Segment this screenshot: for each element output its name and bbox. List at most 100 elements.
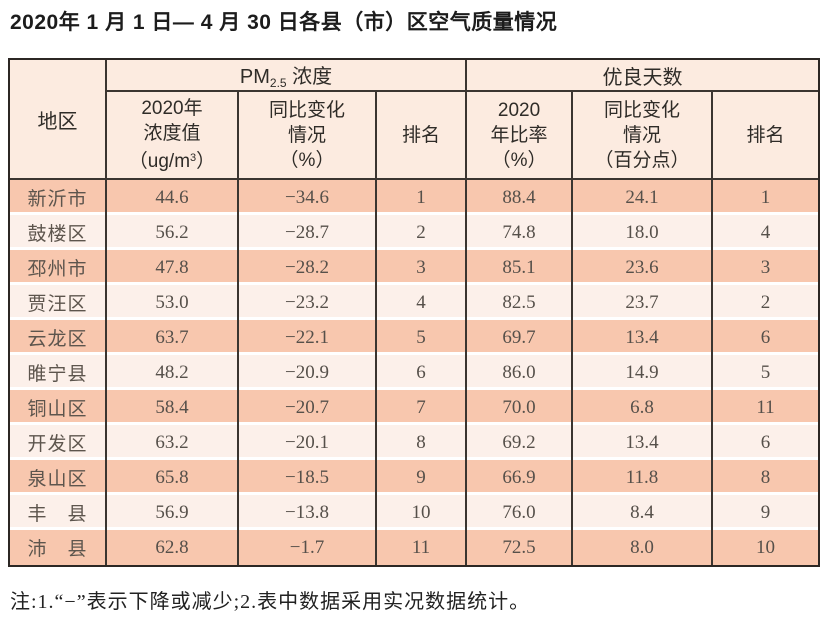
days-rank-cell: 11 — [713, 390, 819, 425]
table-row: 新沂市 44.6 −34.6 1 88.4 24.1 1 — [10, 180, 819, 215]
pm-rank-cell: 3 — [377, 250, 468, 285]
table-row: 睢宁县 48.2 −20.9 6 86.0 14.9 5 — [10, 355, 819, 390]
pm-change-cell: −34.6 — [239, 180, 377, 215]
header-pm-value-line1: 2020年 — [141, 98, 203, 119]
days-change-cell: 13.4 — [573, 425, 714, 460]
pm-change-cell: −1.7 — [239, 530, 377, 565]
pm-value-cell: 65.8 — [107, 460, 239, 495]
region-cell: 睢宁县 — [10, 355, 107, 390]
table-row: 鼓楼区 56.2 −28.7 2 74.8 18.0 4 — [10, 215, 819, 250]
header-region: 地区 — [10, 60, 107, 180]
pm-rank-cell: 8 — [377, 425, 468, 460]
pm-rank-cell: 6 — [377, 355, 468, 390]
header-pm-change: 同比变化 情况 （%） — [239, 92, 377, 180]
header-days-rank: 排名 — [713, 92, 819, 180]
region-cell: 沛 县 — [10, 530, 107, 565]
header-pm-rank: 排名 — [377, 92, 468, 180]
header-days-rate-line2: 年比率 — [490, 124, 548, 146]
region-cell: 开发区 — [10, 425, 107, 460]
pm-value-cell: 56.9 — [107, 495, 239, 530]
pm-value-cell: 48.2 — [107, 355, 239, 390]
table-header: 地区 PM2.5 浓度 优良天数 2020年 浓度值 （ug/m3） 同比变化 … — [10, 60, 819, 180]
header-days-change: 同比变化 情况 （百分点） — [573, 92, 714, 180]
days-rank-cell: 4 — [713, 215, 819, 250]
region-cell: 贾汪区 — [10, 285, 107, 320]
days-change-cell: 23.6 — [573, 250, 714, 285]
header-pm-value: 2020年 浓度值 （ug/m3） — [107, 92, 239, 180]
days-rate-cell: 74.8 — [467, 215, 574, 250]
days-change-cell: 23.7 — [573, 285, 714, 320]
pm-value-cell: 58.4 — [107, 390, 239, 425]
days-rank-cell: 1 — [713, 180, 819, 215]
pm-rank-cell: 1 — [377, 180, 468, 215]
days-rate-cell: 72.5 — [467, 530, 574, 565]
table-body: 新沂市 44.6 −34.6 1 88.4 24.1 1 鼓楼区 56.2 −28.7 2 74.8 1… — [10, 180, 819, 565]
footnote: 注:1.“−”表示下降或减少;2.表中数据采用实况数据统计。 — [10, 591, 531, 613]
pm-change-cell: −18.5 — [239, 460, 377, 495]
header-pm-change-line3: （%） — [279, 149, 335, 171]
pm-change-cell: −23.2 — [239, 285, 377, 320]
days-rank-cell: 6 — [713, 320, 819, 355]
pm-change-cell: −20.7 — [239, 390, 377, 425]
pm-change-cell: −22.1 — [239, 320, 377, 355]
header-pm-value-line3: （ug/m3） — [128, 151, 216, 172]
pm-rank-cell: 10 — [377, 495, 468, 530]
table-row: 泉山区 65.8 −18.5 9 66.9 11.8 8 — [10, 460, 819, 495]
region-cell: 泉山区 — [10, 460, 107, 495]
days-change-cell: 18.0 — [573, 215, 714, 250]
pm-value-cell: 56.2 — [107, 215, 239, 250]
region-cell: 邳州市 — [10, 250, 107, 285]
days-change-cell: 8.0 — [573, 530, 714, 565]
header-days-rate-line3: （%） — [491, 149, 547, 171]
header-pm-change-line1: 同比变化 — [268, 99, 345, 121]
pm-rank-cell: 4 — [377, 285, 468, 320]
days-rate-cell: 86.0 — [467, 355, 574, 390]
days-rank-cell: 3 — [713, 250, 819, 285]
header-days-rate-line1: 2020 — [497, 99, 541, 121]
region-cell: 铜山区 — [10, 390, 107, 425]
table-row: 云龙区 63.7 −22.1 5 69.7 13.4 6 — [10, 320, 819, 355]
air-quality-table: 地区 PM2.5 浓度 优良天数 2020年 浓度值 （ug/m3） 同比变化 … — [8, 58, 821, 567]
table-row: 铜山区 58.4 −20.7 7 70.0 6.8 11 — [10, 390, 819, 425]
region-cell: 鼓楼区 — [10, 215, 107, 250]
days-change-cell: 14.9 — [573, 355, 714, 390]
pm-value-cell: 62.8 — [107, 530, 239, 565]
table-row: 邳州市 47.8 −28.2 3 85.1 23.6 3 — [10, 250, 819, 285]
days-rate-cell: 70.0 — [467, 390, 574, 425]
days-rate-cell: 82.5 — [467, 285, 574, 320]
header-pm-value-line2: 浓度值 — [143, 123, 201, 144]
header-days-change-line2: 情况 — [623, 124, 662, 146]
days-change-cell: 8.4 — [573, 495, 714, 530]
days-rank-cell: 5 — [713, 355, 819, 390]
days-rank-cell: 9 — [713, 495, 819, 530]
days-rate-cell: 76.0 — [467, 495, 574, 530]
pm25-prefix: PM — [239, 66, 270, 88]
region-cell: 新沂市 — [10, 180, 107, 215]
header-group-pm25: PM2.5 浓度 — [107, 60, 468, 92]
days-rank-cell: 10 — [713, 530, 819, 565]
pm-value-cell: 47.8 — [107, 250, 239, 285]
pm-change-cell: −28.7 — [239, 215, 377, 250]
days-rank-cell: 8 — [713, 460, 819, 495]
table-row: 沛 县 62.8 −1.7 11 72.5 8.0 10 — [10, 530, 819, 565]
days-change-cell: 6.8 — [573, 390, 714, 425]
pm-change-cell: −28.2 — [239, 250, 377, 285]
header-days-rate: 2020 年比率 （%） — [467, 92, 574, 180]
pm-rank-cell: 9 — [377, 460, 468, 495]
pm-change-cell: −20.1 — [239, 425, 377, 460]
header-days-change-line1: 同比变化 — [604, 99, 681, 121]
pm-rank-cell: 11 — [377, 530, 468, 565]
days-rate-cell: 66.9 — [467, 460, 574, 495]
days-rate-cell: 85.1 — [467, 250, 574, 285]
table-row: 开发区 63.2 −20.1 8 69.2 13.4 6 — [10, 425, 819, 460]
region-cell: 云龙区 — [10, 320, 107, 355]
header-days-change-line3: （百分点） — [594, 149, 690, 171]
days-rate-cell: 69.2 — [467, 425, 574, 460]
region-cell: 丰 县 — [10, 495, 107, 530]
pm-change-cell: −13.8 — [239, 495, 377, 530]
pm-value-cell: 63.2 — [107, 425, 239, 460]
pm-value-cell: 63.7 — [107, 320, 239, 355]
header-group-good-days: 优良天数 — [467, 60, 819, 92]
cubed-superscript: 3 — [190, 152, 197, 164]
pm-value-cell: 44.6 — [107, 180, 239, 215]
